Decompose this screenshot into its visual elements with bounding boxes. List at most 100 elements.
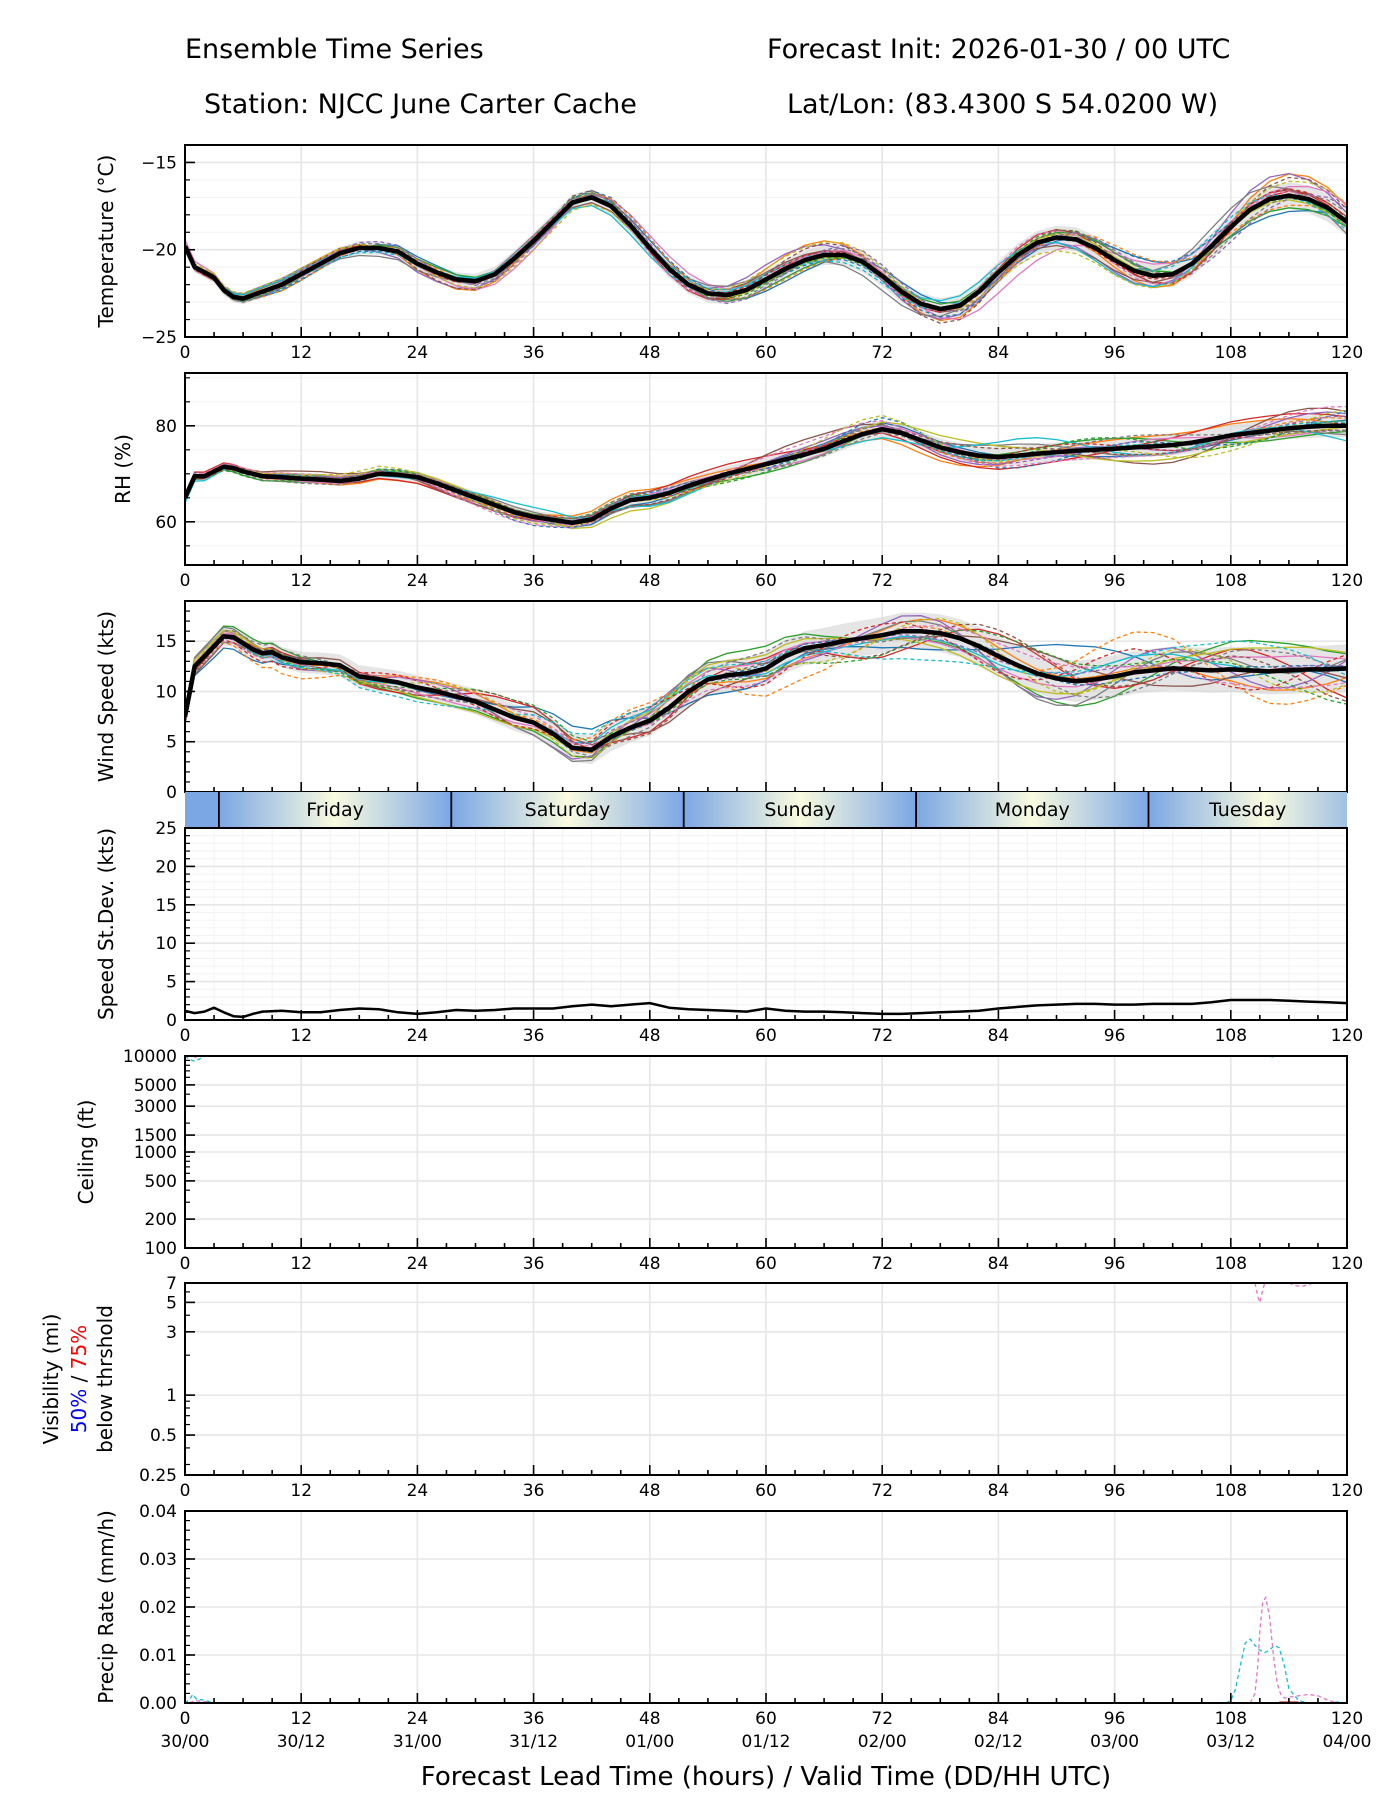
y-axis-label: Speed St.Dev. (kts) xyxy=(94,828,118,1020)
threshold-50-label: 50% xyxy=(67,1389,91,1433)
y-tick-label: 5 xyxy=(166,973,177,993)
x-tick-label: 108 xyxy=(1215,1026,1247,1046)
x-tick-label: 0 xyxy=(180,1026,191,1046)
y-tick-label: 1000 xyxy=(134,1143,177,1163)
y-tick-label: 0.01 xyxy=(139,1646,177,1666)
x-tick-valid-label: 01/12 xyxy=(742,1732,791,1752)
x-tick-label: 96 xyxy=(1104,343,1126,363)
x-tick-valid-label: 02/12 xyxy=(974,1732,1023,1752)
x-tick-label: 60 xyxy=(755,343,777,363)
y-axis-label: Ceiling (ft) xyxy=(74,1100,98,1205)
y-tick-label: 10 xyxy=(155,682,177,702)
x-tick-label: 60 xyxy=(755,1026,777,1046)
x-tick-label: 84 xyxy=(988,1709,1010,1729)
panel-wind-speed: 0 5 10 15 Wind Speed (kts) xyxy=(94,600,1348,803)
x-tick-label: 72 xyxy=(871,571,893,591)
panel-ceiling: 0 12 24 36 48 60 72 84 96 108 120 100 200 500 10001500… xyxy=(74,1047,1363,1274)
panel-visibility: 0 12 24 36 48 60 72 84 96 108 120 0.25 0.5 1 3 57 Visibi… xyxy=(39,1274,1363,1501)
ensemble-member-line xyxy=(185,630,1347,753)
y-tick-label: 0.03 xyxy=(139,1550,177,1570)
y-tick-label: 0.00 xyxy=(139,1694,177,1714)
x-tick-label: 60 xyxy=(755,1481,777,1501)
ensemble-member-line xyxy=(1288,1283,1314,1288)
ensemble-member-line xyxy=(1254,1283,1266,1305)
x-tick-label: 96 xyxy=(1104,1709,1126,1729)
x-tick-label: 108 xyxy=(1215,571,1247,591)
panel-precip-rate: 0 30/00 12 30/12 24 31/00 36 31/12 48 01/00 60 01/1… xyxy=(94,1502,1372,1792)
x-tick-label: 36 xyxy=(523,1254,545,1274)
forecast-init: Forecast Init: 2026-01-30 / 00 UTC xyxy=(767,34,1231,65)
day-segment xyxy=(218,792,452,828)
y-tick-label: 3 xyxy=(166,1323,177,1343)
ensemble-mean-line xyxy=(185,628,1347,753)
ensemble-member-line xyxy=(185,195,1347,302)
x-tick-label: 120 xyxy=(1331,571,1363,591)
x-tick-label: 108 xyxy=(1215,1254,1247,1274)
panel-day-band: Friday Saturday Sunday Monday Tuesday xyxy=(185,792,1348,828)
x-tick-label: 48 xyxy=(639,343,661,363)
x-tick-label: 36 xyxy=(523,1709,545,1729)
y-tick-label: 5 xyxy=(166,733,177,753)
ensemble-member-line xyxy=(185,427,1347,525)
x-tick-label: 36 xyxy=(523,1026,545,1046)
x-tick-label: 96 xyxy=(1104,571,1126,591)
x-tick-label: 12 xyxy=(290,343,312,363)
x-tick-label: 120 xyxy=(1331,1254,1363,1274)
x-tick-label: 72 xyxy=(871,343,893,363)
y-tick-label: 0 xyxy=(166,783,177,803)
x-tick-label: 12 xyxy=(290,1709,312,1729)
x-tick-label: 72 xyxy=(871,1709,893,1729)
x-tick-label: 12 xyxy=(290,1254,312,1274)
x-tick-label: 0 xyxy=(180,1481,191,1501)
x-tick-label: 60 xyxy=(755,571,777,591)
ensemble-member-line xyxy=(185,621,1347,746)
y-tick-label: 0.5 xyxy=(150,1426,177,1446)
y-axis-label: Precip Rate (mm/h) xyxy=(94,1510,118,1704)
y-tick-label: 100 xyxy=(145,1239,177,1259)
y-tick-label: 60 xyxy=(155,513,177,533)
y-tick-label: −25 xyxy=(141,328,177,348)
ensemble-member-line xyxy=(185,193,1347,312)
x-tick-label: 120 xyxy=(1331,1026,1363,1046)
plot-area xyxy=(1254,1283,1314,1305)
x-tick-label: 0 xyxy=(180,571,191,591)
x-tick-valid-label: 31/00 xyxy=(393,1732,442,1752)
y-tick-label: 3000 xyxy=(134,1097,177,1117)
ensemble-member-line xyxy=(185,429,1347,520)
y-tick-label: 0 xyxy=(166,1011,177,1031)
day-segment xyxy=(451,792,684,828)
ensemble-member-line xyxy=(185,1056,205,1063)
ensemble-member-line xyxy=(185,176,1347,324)
x-tick-label: 12 xyxy=(290,1026,312,1046)
x-tick-label: 72 xyxy=(871,1254,893,1274)
x-tick-label: 48 xyxy=(639,1026,661,1046)
x-tick-label: 120 xyxy=(1331,1481,1363,1501)
ensemble-member-line xyxy=(185,194,1347,311)
stddev-line xyxy=(185,998,1347,1019)
x-tick-label: 24 xyxy=(407,571,429,591)
ensemble-member-line xyxy=(185,630,1347,757)
panel-rh: 0 12 24 36 48 60 72 84 96 108 120 60 80 RH (%) xyxy=(111,372,1363,591)
y-tick-label: 15 xyxy=(155,632,177,652)
ensemble-member-line xyxy=(185,617,1347,760)
x-tick-label: 72 xyxy=(871,1481,893,1501)
ensemble-member-line xyxy=(185,407,1347,525)
ensemble-member-line xyxy=(189,1699,215,1703)
ensemble-member-line xyxy=(185,1693,215,1703)
x-tick-label: 108 xyxy=(1215,343,1247,363)
x-tick-valid-label: 03/00 xyxy=(1090,1732,1139,1752)
x-tick-label: 36 xyxy=(523,571,545,591)
ensemble-member-line xyxy=(185,635,1347,746)
x-tick-label: 72 xyxy=(871,1026,893,1046)
chart-title: Ensemble Time Series xyxy=(185,34,484,65)
x-tick-label: 84 xyxy=(988,1481,1010,1501)
ensemble-member-line xyxy=(185,180,1347,311)
ensemble-member-line xyxy=(185,625,1347,748)
spread-band xyxy=(185,414,1347,530)
x-tick-label: 60 xyxy=(755,1254,777,1274)
x-tick-label: 84 xyxy=(988,1026,1010,1046)
x-tick-label: 48 xyxy=(639,1254,661,1274)
y-tick-label: 15 xyxy=(155,896,177,916)
day-label: Tuesday xyxy=(1208,799,1286,821)
